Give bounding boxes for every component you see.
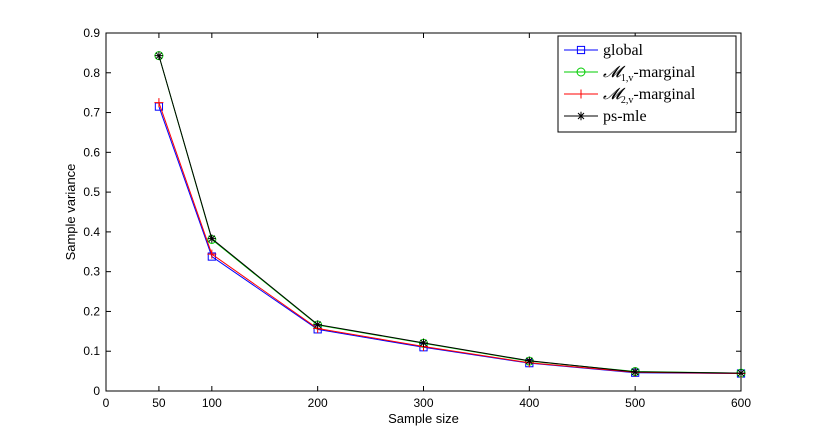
data-point [154, 98, 164, 108]
legend-label-main: 𝓜 [603, 86, 626, 103]
x-tick-label: 0 [103, 396, 110, 410]
legend-item: 𝓜2,v-marginal [564, 86, 696, 106]
legend-label-main: global [603, 42, 644, 59]
x-tick-label: 200 [308, 396, 328, 410]
legend-marker [576, 45, 586, 55]
legend-label-main: 𝓜 [603, 64, 626, 81]
data-point [419, 338, 428, 348]
data-point [313, 320, 322, 329]
legend-item: 𝓜1,v-marginal [564, 64, 696, 84]
legend-label-subscript: 1,v [621, 73, 634, 84]
y-tick-label: 0.2 [83, 304, 100, 318]
legend-label: global [603, 42, 644, 59]
data-point [207, 249, 217, 259]
legend-label-subscript: 2,v [621, 95, 634, 106]
legend-item: global [564, 42, 644, 59]
x-tick-label: 600 [731, 396, 751, 410]
y-tick-label: 0.9 [83, 26, 100, 40]
x-axis-title: Sample size [388, 411, 459, 426]
y-tick-label: 0.4 [83, 225, 100, 239]
legend-marker [576, 89, 586, 99]
legend-label: ps-mle [603, 108, 647, 125]
series-3 [154, 51, 746, 378]
x-tick-label: 400 [519, 396, 539, 410]
x-tick-label: 100 [202, 396, 222, 410]
data-point [630, 367, 640, 377]
legend-marker [576, 67, 586, 77]
y-tick-label: 0.6 [83, 145, 100, 159]
data-point [154, 51, 164, 60]
y-tick-label: 0 [93, 384, 100, 398]
y-axis-title: Sample variance [63, 164, 78, 261]
x-tick-label: 50 [152, 396, 166, 410]
legend-label: 𝓜1,v-marginal [603, 64, 696, 84]
plot-area: 0 50 100 200 300 400 500 600 0 0.1 0.2 0.3 0.4 0.5 0.6… [83, 26, 751, 410]
legend-marker [576, 111, 586, 121]
legend-label-suffix: -marginal [633, 86, 695, 103]
y-tick-label: 0.5 [83, 185, 100, 199]
data-point [525, 356, 534, 365]
legend-label-suffix: -marginal [633, 64, 695, 81]
legend-label-main: ps-mle [603, 108, 647, 125]
data-point [207, 234, 217, 243]
y-tick-label: 0.3 [83, 265, 100, 279]
y-tick-label: 0.7 [83, 106, 100, 120]
y-tick-label: 0.1 [83, 344, 100, 358]
legend-label: 𝓜2,v-marginal [603, 86, 696, 106]
data-point [736, 368, 746, 378]
y-tick-label: 0.8 [83, 66, 100, 80]
x-tick-label: 500 [625, 396, 645, 410]
x-tick-label: 300 [413, 396, 433, 410]
legend-item: ps-mle [564, 108, 647, 125]
